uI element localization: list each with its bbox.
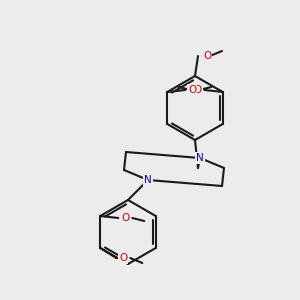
Text: O: O	[119, 253, 128, 263]
Text: O: O	[194, 85, 202, 95]
Text: O: O	[121, 213, 129, 223]
Text: O: O	[188, 85, 196, 95]
Text: N: N	[196, 153, 204, 163]
Text: N: N	[144, 175, 152, 185]
Text: O: O	[203, 51, 211, 61]
